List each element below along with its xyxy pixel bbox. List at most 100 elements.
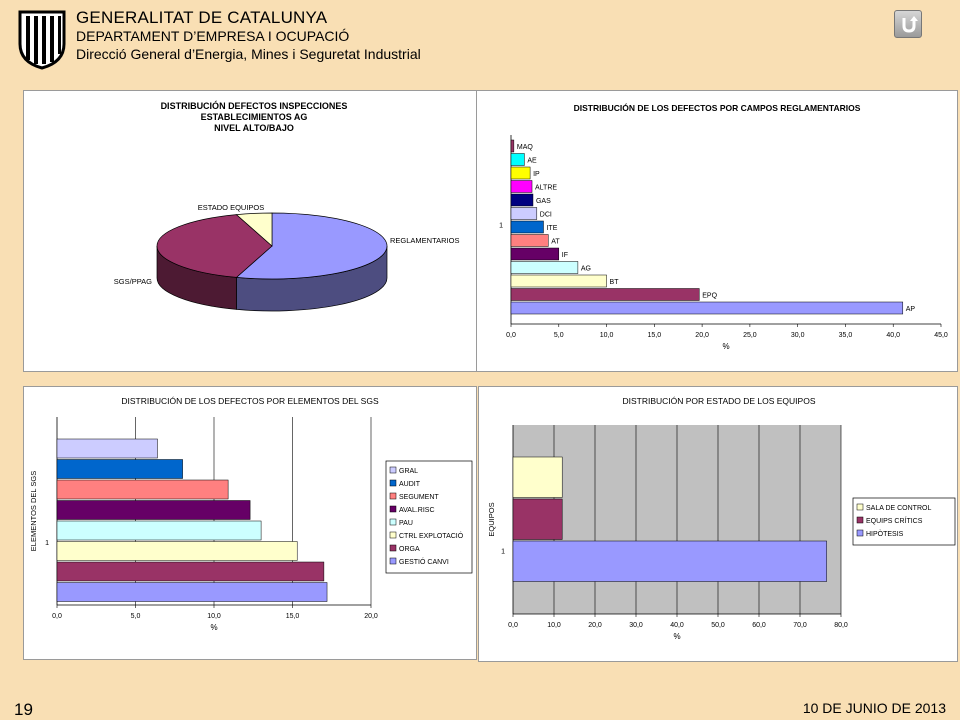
equipos-chart: 0,0 10,0 20,0 30,0 40,0 50,0 60,0 70,0 80,0% 1 SAL… [487,396,956,641]
undo-button[interactable] [894,10,922,38]
eq-tick-label: 40,0 [670,622,684,629]
eq-legend-item: HIPÒTESIS [866,529,904,538]
reg-bar-label: DCI [540,212,552,219]
reg-bar-label: AT [551,239,560,246]
eq-legend-swatch [856,503,864,511]
sgs-tick-label: 15,0 [286,613,300,620]
reg-bar-label: IF [562,252,568,259]
page-number: 19 [14,700,33,719]
reg-bar-label: AE [527,158,537,165]
eq-category-label: 1 [501,549,505,556]
eq-legend-swatch [856,516,864,524]
header-department: DEPARTAMENT D’EMPRESA I OCUPACIÓ [76,28,350,44]
reg-bar-ae [510,153,525,166]
footer-date: 10 DE JUNIO DE 2013 [802,700,946,716]
reg-tick-label: 20,0 [695,332,709,339]
sgs-chart-panel: 0,0 5,0 10,0 15,0 20,0% 1 GRAL AUDIT SEGUMENT AVA… [23,386,477,660]
pie-slice-estado equipos [235,212,273,247]
sgs-ylabel: ELEMENTOS DEL SGS [29,471,38,551]
sgs-legend [385,460,473,574]
eq-legend [852,497,956,546]
reg-bar-label: AG [581,266,591,273]
reg-bar-label: IP [533,171,540,178]
reg-bar-maq [510,139,515,153]
sgs-legend-item: GESTIÓ CANVI [399,557,449,566]
pie-label-estado equipos: ESTADO EQUIPOS [198,203,265,212]
reg-bar-ip [510,166,531,180]
reg-tick-label: 30,0 [791,332,805,339]
reg-bar-ag [510,261,579,274]
sgs-legend-item: ORGA [399,546,420,553]
pie-title-line: ESTABLECIMIENTOS AG [201,112,308,122]
reg-bar-label: GAS [536,198,551,205]
reg-bar-epq [510,288,700,301]
equipos-chart-panel: 0,0 10,0 20,0 30,0 40,0 50,0 60,0 70,0 80,0% 1 SAL… [478,386,958,662]
sgs-legend-swatch [389,531,397,539]
reg-bar-label: MAQ [517,144,534,151]
eq-tick-label: 50,0 [711,622,725,629]
pie-label-reglamentarios: REGLAMENTARIOS [390,236,459,245]
reg-tick-label: 0,0 [506,332,516,339]
reg-bar-bt [510,274,607,288]
eq-bar-sala-de-control [512,456,563,498]
eq-legend-item: EQUIPS CRÍTICS [866,516,923,525]
reg-bar-ap [510,301,904,315]
sgs-legend-swatch [389,492,397,500]
header: GENERALITAT DE CATALUNYA DEPARTAMENT D’E… [76,8,421,63]
reglamentarios-chart-panel: 0,0 5,0 10,0 15,0 20,0 25,0 30,0 35,0 40,0 45,0% 1… [476,90,958,372]
reg-xlabel: % [722,342,729,351]
reg-bar-gas [510,193,534,207]
eq-tick-label: 20,0 [588,622,602,629]
eq-tick-label: 0,0 [508,622,518,629]
reg-tick-label: 15,0 [648,332,662,339]
eq-legend-item: SALA DE CONTROL [866,505,931,512]
sgs-legend-swatch [389,544,397,552]
reg-tick-label: 5,0 [554,332,564,339]
reg-tick-label: 45,0 [934,332,948,339]
sgs-legend-item: AVAL.RISC [399,507,435,514]
eq-title: DISTRIBUCIÓN POR ESTADO DE LOS EQUIPOS [622,396,815,406]
eq-tick-label: 10,0 [547,622,561,629]
sgs-legend-item: CTRL EXPLOTACIÓ [399,531,464,540]
sgs-bar-gesti-canvi [56,582,328,602]
pie-label-sgs/ppag: SGS/PPAG [114,277,152,286]
sgs-legend-swatch [389,518,397,526]
sgs-chart: 0,0 5,0 10,0 15,0 20,0% 1 GRAL AUDIT SEGUMENT AVA… [29,396,473,632]
pie-title-line: NIVEL ALTO/BAJO [214,123,294,133]
eq-bar-equips-cr-tics [512,498,563,540]
eq-tick-label: 30,0 [629,622,643,629]
sgs-legend-swatch [389,479,397,487]
sgs-bar-orga [56,561,325,582]
sgs-tick-label: 0,0 [52,613,62,620]
sgs-bar-ctrl-explotaci- [56,541,298,561]
eq-tick-label: 70,0 [793,622,807,629]
eq-xlabel: % [673,632,680,641]
reg-bar-ite [510,220,544,234]
reg-bar-at [510,234,549,247]
sgs-xlabel: % [210,623,217,632]
sgs-category-label: 1 [45,540,49,547]
sgs-legend-item: GRAL [399,468,418,475]
sgs-bar-audit [56,459,183,479]
eq-ylabel: EQUIPOS [487,502,496,536]
pie-chart: DISTRIBUCIÓN DEFECTOS INSPECCIONESESTABL… [114,100,459,312]
sgs-legend-swatch [389,505,397,513]
pie-title-line: DISTRIBUCIÓN DEFECTOS INSPECCIONES [161,100,348,111]
sgs-bar-segument [56,479,229,500]
reglamentarios-chart: 0,0 5,0 10,0 15,0 20,0 25,0 30,0 35,0 40,0 45,0% 1… [499,102,948,351]
eq-tick-label: 80,0 [834,622,848,629]
reg-tick-label: 25,0 [743,332,757,339]
eq-legend-swatch [856,529,864,537]
pie-chart-panel: DISTRIBUCIÓN DEFECTOS INSPECCIONES ESTABL… [23,90,477,372]
reg-tick-label: 35,0 [839,332,853,339]
reg-bar-label: EPQ [702,293,717,300]
reg-bar-dci [510,207,538,220]
sgs-legend-item: PAU [399,520,413,527]
sgs-bar-gral [56,438,158,459]
reg-bar-if [510,247,560,261]
eq-bar-hip-tesis [512,540,827,582]
eq-tick-label: 60,0 [752,622,766,629]
reg-category-label: 1 [499,223,503,230]
generalitat-logo [18,10,66,70]
undo-icon [902,16,918,33]
